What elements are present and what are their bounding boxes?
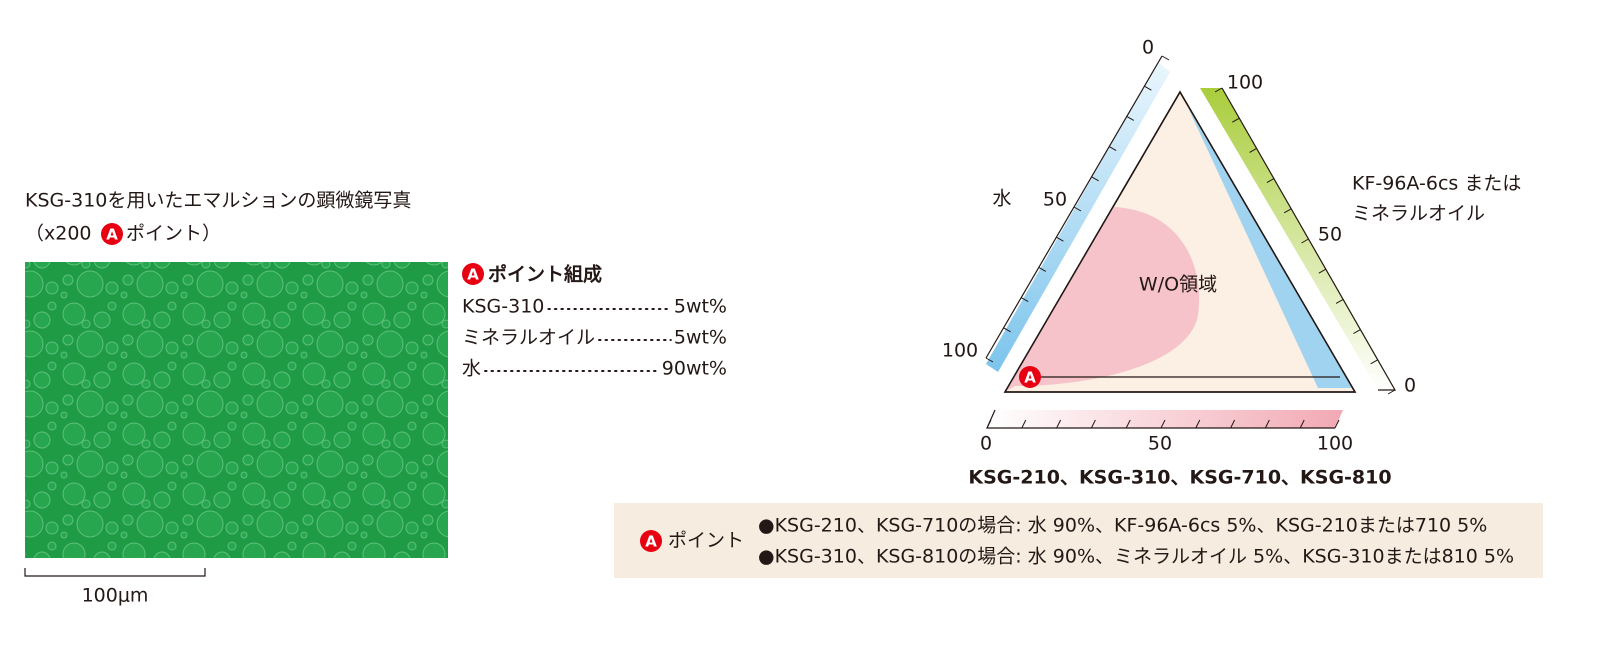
tick xyxy=(1161,55,1170,61)
tick xyxy=(1249,147,1257,153)
tick xyxy=(1232,117,1240,123)
tick xyxy=(1090,419,1096,429)
scale-label: 100μm xyxy=(82,585,149,607)
tick xyxy=(1126,115,1135,121)
photo-title: KSG-310を用いたエマルションの顕微鏡写真 xyxy=(25,190,411,212)
tick xyxy=(1020,297,1029,303)
right-band xyxy=(1200,88,1395,390)
composition-item: ミネラルオイル xyxy=(462,327,595,349)
right-axis-label: 100 xyxy=(1227,72,1263,94)
tick xyxy=(1125,419,1131,429)
note-line: ●KSG-210、KSG-710の場合: 水 90%、KF-96A-6cs 5%… xyxy=(758,515,1487,537)
tick xyxy=(1299,419,1305,429)
tick xyxy=(1195,419,1201,429)
right-axis-label: 50 xyxy=(1318,224,1342,246)
badge xyxy=(101,223,123,245)
badge xyxy=(1019,366,1041,388)
badge-label: A xyxy=(467,266,479,284)
wo-region xyxy=(1005,207,1200,392)
right-axis-name: KF-96A-6cs または xyxy=(1352,173,1521,195)
tick xyxy=(1073,206,1082,212)
scale-bar xyxy=(24,568,206,577)
tick xyxy=(1214,87,1223,93)
tick xyxy=(1283,208,1292,214)
tick xyxy=(1335,298,1344,304)
note-title: ポイント xyxy=(668,530,744,552)
note-box xyxy=(614,503,1543,578)
composition-value: 90wt% xyxy=(662,358,727,380)
tick xyxy=(1160,419,1166,429)
right-axis-label: 0 xyxy=(1404,375,1416,397)
tick xyxy=(1144,85,1152,91)
tick xyxy=(1387,389,1396,395)
tick xyxy=(1353,329,1361,335)
badge-label: A xyxy=(1024,369,1036,387)
left-axis-name: 水 xyxy=(992,188,1011,210)
tick xyxy=(1266,178,1275,184)
tick xyxy=(1264,419,1270,429)
composition-item: 水 xyxy=(462,358,481,380)
bottom-band xyxy=(987,410,1343,428)
photo-subtitle: （x200 xyxy=(25,223,92,245)
badge xyxy=(640,530,662,552)
tick xyxy=(1091,176,1099,182)
composition-list: KSG-310 5wt% ミネラルオイル 5wt% 水 90wt% xyxy=(462,296,727,380)
left-axis-label: 100 xyxy=(942,340,978,362)
photo-subtitle: ポイント） xyxy=(126,223,221,245)
tick xyxy=(1021,419,1027,429)
tick xyxy=(1301,238,1309,244)
composition-item: KSG-310 xyxy=(462,296,544,318)
tick xyxy=(1108,146,1117,152)
left-band xyxy=(986,62,1170,372)
micrograph xyxy=(25,262,448,558)
composition-value: 5wt% xyxy=(674,296,727,318)
bottom-axis-label: 50 xyxy=(1148,433,1172,455)
tick xyxy=(1334,419,1340,429)
tick xyxy=(986,419,992,429)
tick xyxy=(1038,266,1047,272)
tick xyxy=(1318,268,1327,274)
badge-label: A xyxy=(645,533,657,551)
composition-title: ポイント組成 xyxy=(488,263,602,286)
tick xyxy=(1056,236,1064,242)
region-label: W/O領域 xyxy=(1139,274,1217,296)
badge-label: A xyxy=(106,226,118,244)
composition-value: 5wt% xyxy=(674,327,727,349)
left-axis-label: 50 xyxy=(1043,189,1067,211)
tick xyxy=(1370,359,1378,365)
bottom-axis-label: 100 xyxy=(1317,433,1353,455)
bottom-axis-label: 0 xyxy=(980,433,992,455)
right-axis-name: ミネラルオイル xyxy=(1352,203,1485,225)
triangle-outline xyxy=(1003,90,1357,393)
tick xyxy=(985,357,994,363)
tick xyxy=(1230,419,1236,429)
tick xyxy=(1003,327,1011,333)
note-line: ●KSG-310、KSG-810の場合: 水 90%、ミネラルオイル 5%、KS… xyxy=(758,546,1514,568)
ticks xyxy=(985,55,1396,429)
badge xyxy=(462,263,484,285)
tick xyxy=(1056,419,1062,429)
bottom-axis-name: KSG-210、KSG-310、KSG-710、KSG-810 xyxy=(968,467,1391,489)
left-axis-label: 0 xyxy=(1142,37,1154,59)
